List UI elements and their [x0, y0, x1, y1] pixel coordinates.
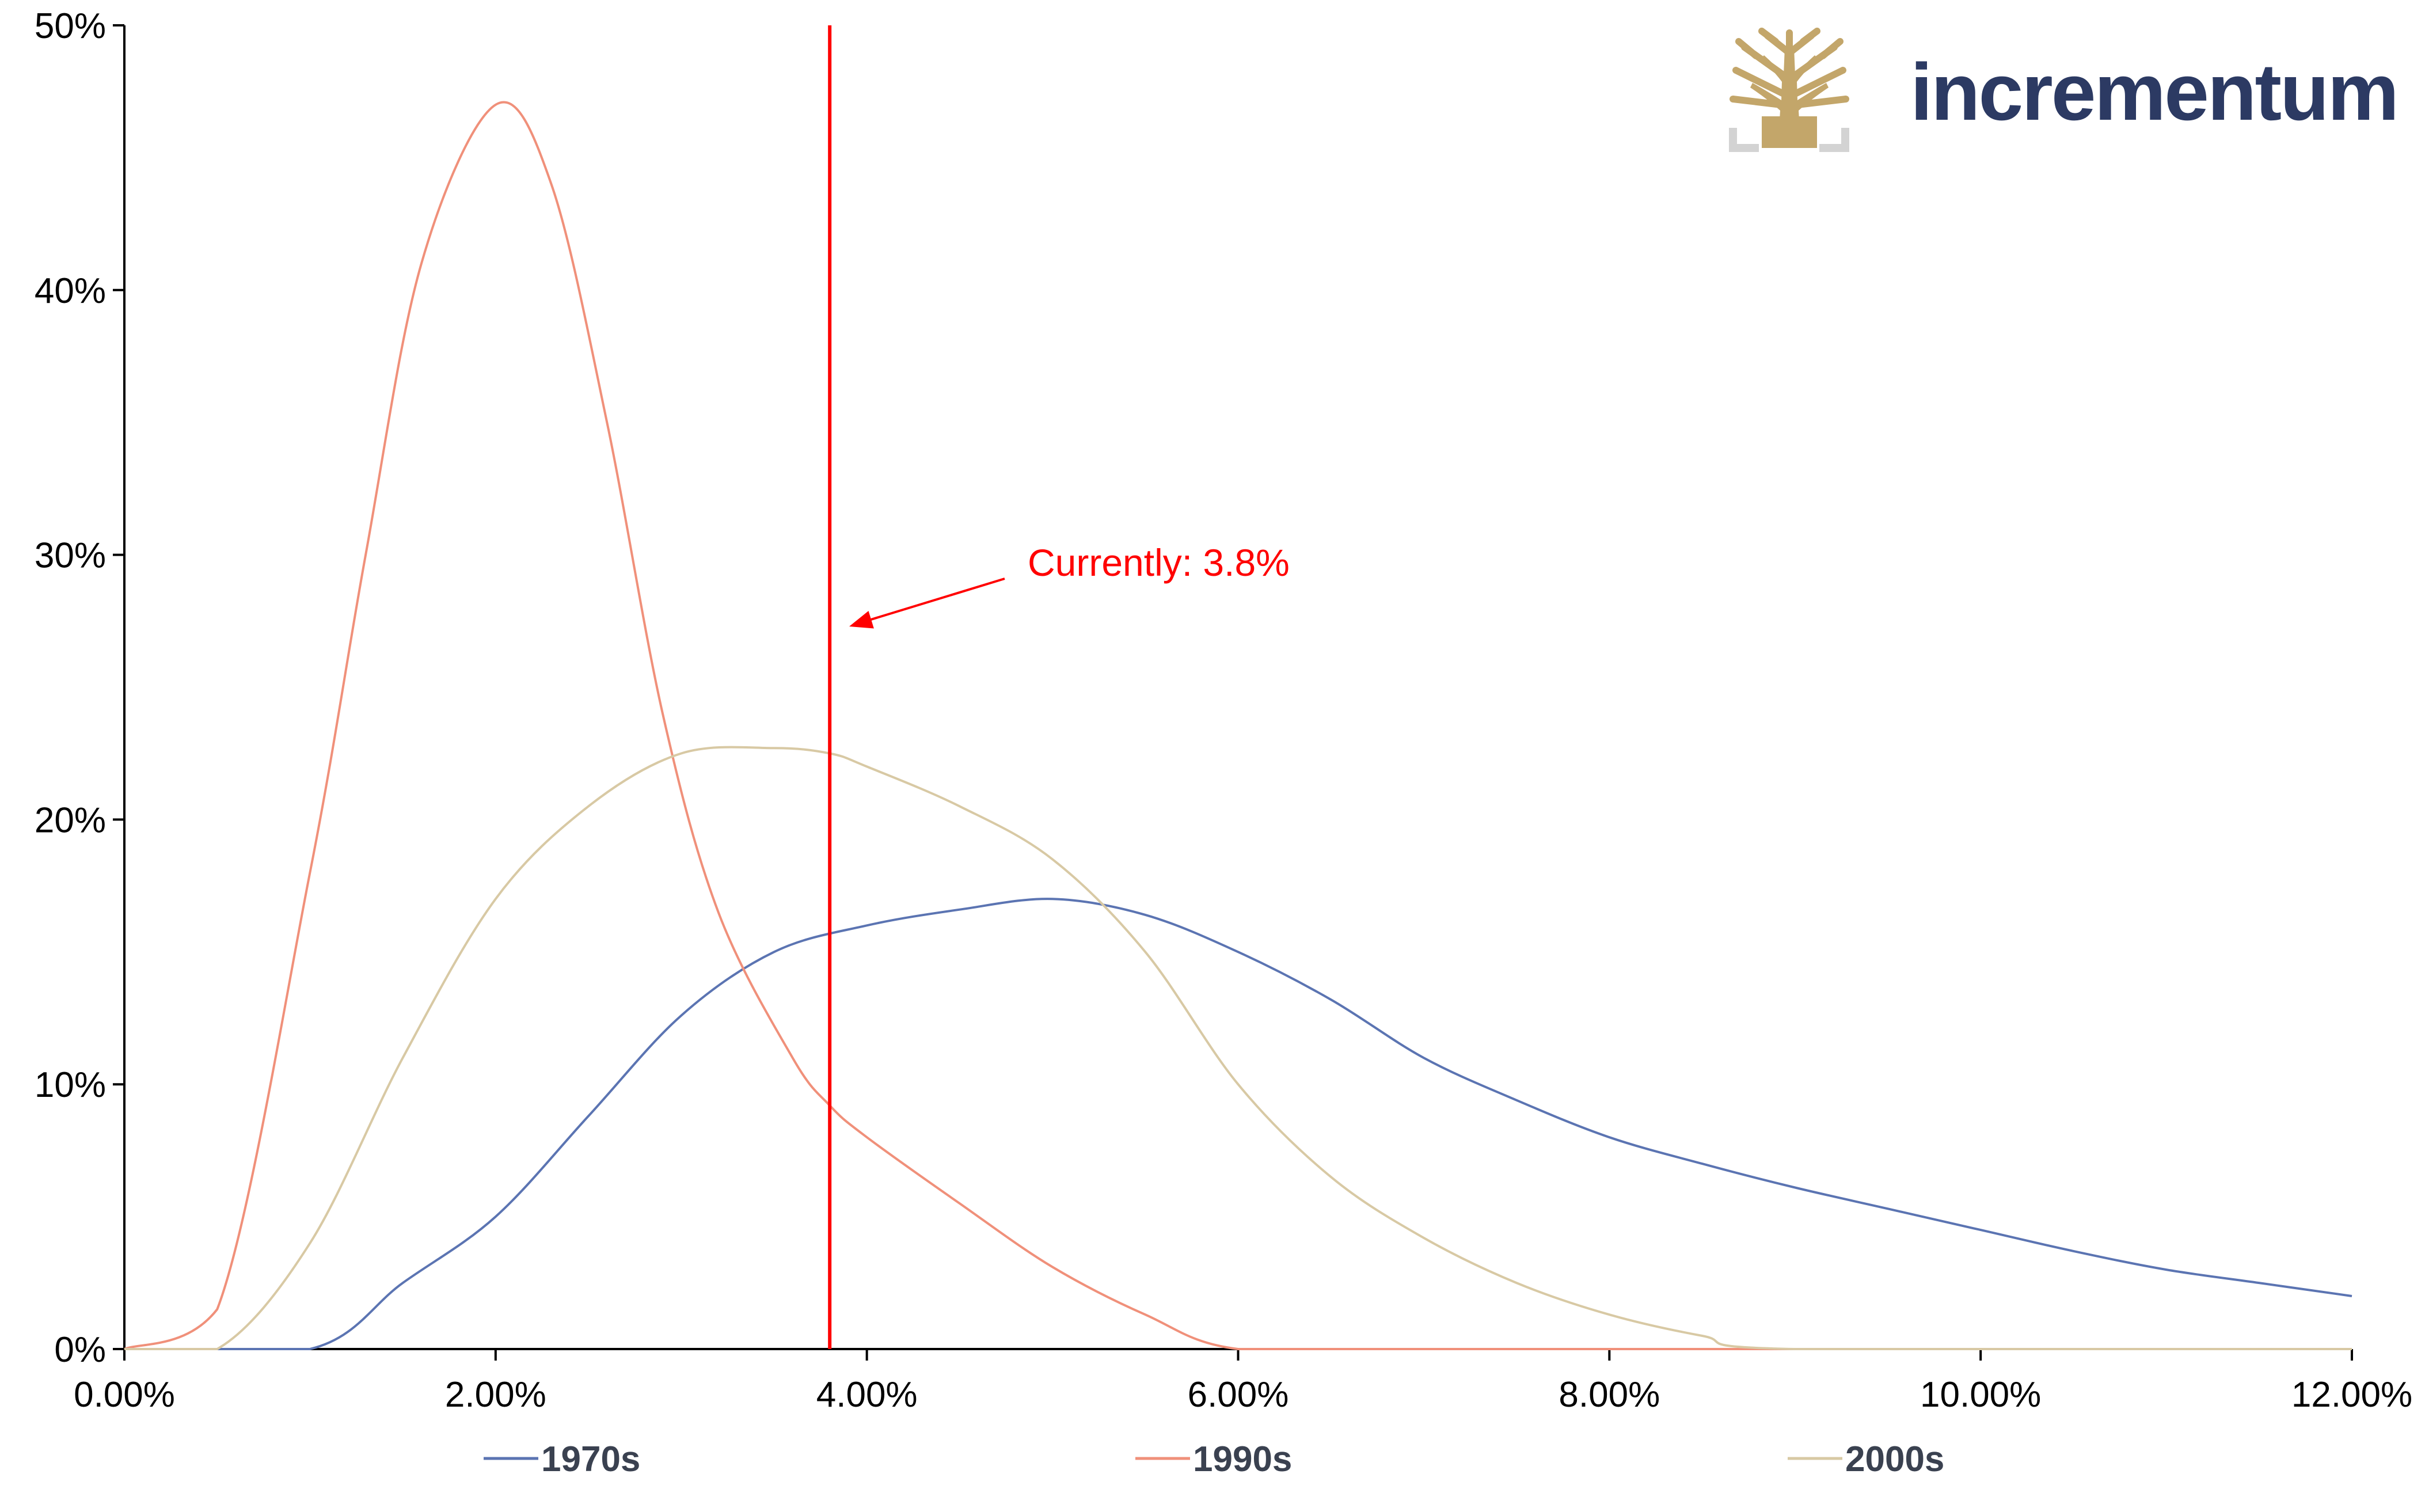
annotation-arrowhead	[849, 611, 874, 629]
series-line-1990s	[124, 101, 2352, 1351]
y-tick-label: 10%	[35, 1065, 106, 1105]
brand-logo: incrementum	[1729, 28, 2399, 152]
series-layer	[124, 101, 2352, 1351]
logo-branches	[1730, 28, 1849, 108]
legend-label-1990s: 1990s	[1193, 1439, 1292, 1479]
y-tick-label: 0%	[54, 1330, 106, 1370]
tree-icon	[1729, 28, 1849, 152]
x-tick-label: 4.00%	[816, 1375, 918, 1415]
reference-layer: Currently: 3.8%	[828, 25, 1290, 1349]
x-tick-label: 12.00%	[2291, 1375, 2412, 1415]
x-tick-label: 2.00%	[445, 1375, 546, 1415]
logo-frame	[1729, 128, 1849, 152]
legend-label-1970s: 1970s	[541, 1439, 640, 1479]
y-tick-label: 50%	[35, 6, 106, 46]
x-axis-ticks: 0.00% 2.00% 4.00% 6.00% 8.00% 10.00% 12.00%	[74, 1349, 2412, 1415]
x-tick-label: 8.00%	[1559, 1375, 1660, 1415]
x-tick-label: 0.00%	[74, 1375, 175, 1415]
brand-name: incrementum	[1910, 47, 2397, 137]
y-axis-ticks: 0% 10% 20% 30% 40% 50%	[35, 6, 124, 1370]
legend: 1970s 1990s 2000s	[484, 1439, 1944, 1479]
y-tick-label: 20%	[35, 800, 106, 840]
legend-label-2000s: 2000s	[1845, 1439, 1944, 1479]
logo-ground	[1762, 116, 1817, 148]
logo-trunk	[1750, 47, 1829, 148]
y-tick-label: 30%	[35, 536, 106, 576]
x-tick-label: 10.00%	[1920, 1375, 2041, 1415]
x-tick-label: 6.00%	[1188, 1375, 1289, 1415]
series-line-1970s	[124, 898, 2352, 1351]
current-rate-annotation: Currently: 3.8%	[1028, 541, 1290, 584]
y-tick-label: 40%	[35, 271, 106, 311]
axes	[123, 25, 2352, 1350]
series-line-2000s	[124, 746, 2352, 1351]
annotation-arrow	[865, 578, 1005, 622]
